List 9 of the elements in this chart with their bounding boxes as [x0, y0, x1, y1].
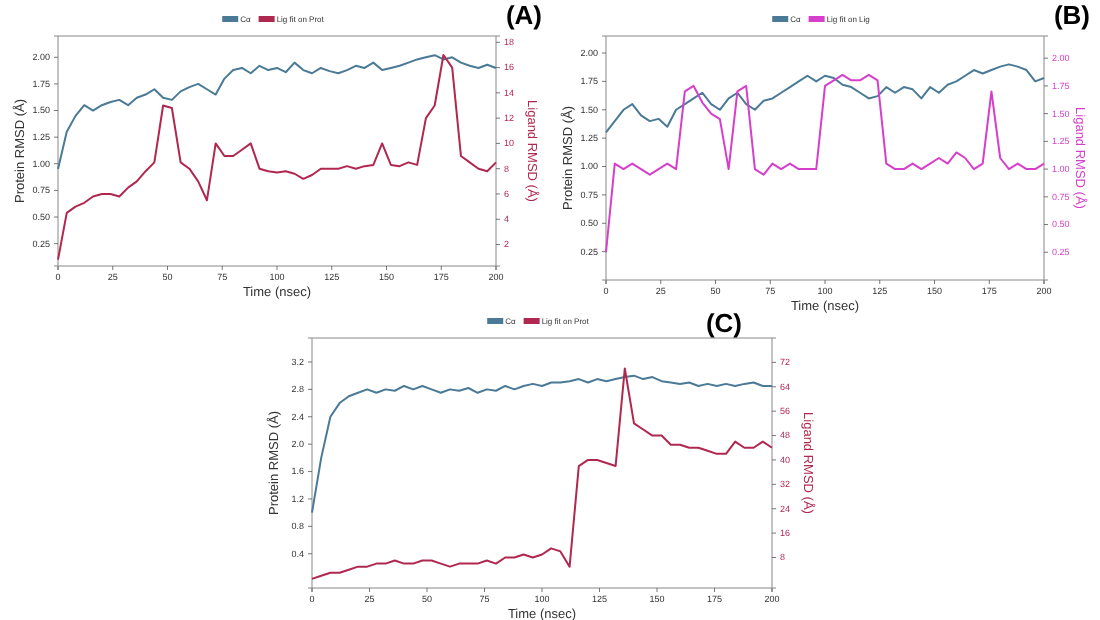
chart-title: (C)	[705, 308, 743, 338]
line-series	[57, 53, 497, 261]
line-series	[311, 374, 773, 514]
line-series	[605, 73, 1045, 254]
chart-title: (A)	[505, 0, 543, 30]
chart-title: (B)	[1053, 0, 1091, 30]
line-series	[57, 54, 497, 171]
line-series	[311, 367, 773, 580]
line-series	[605, 63, 1045, 134]
